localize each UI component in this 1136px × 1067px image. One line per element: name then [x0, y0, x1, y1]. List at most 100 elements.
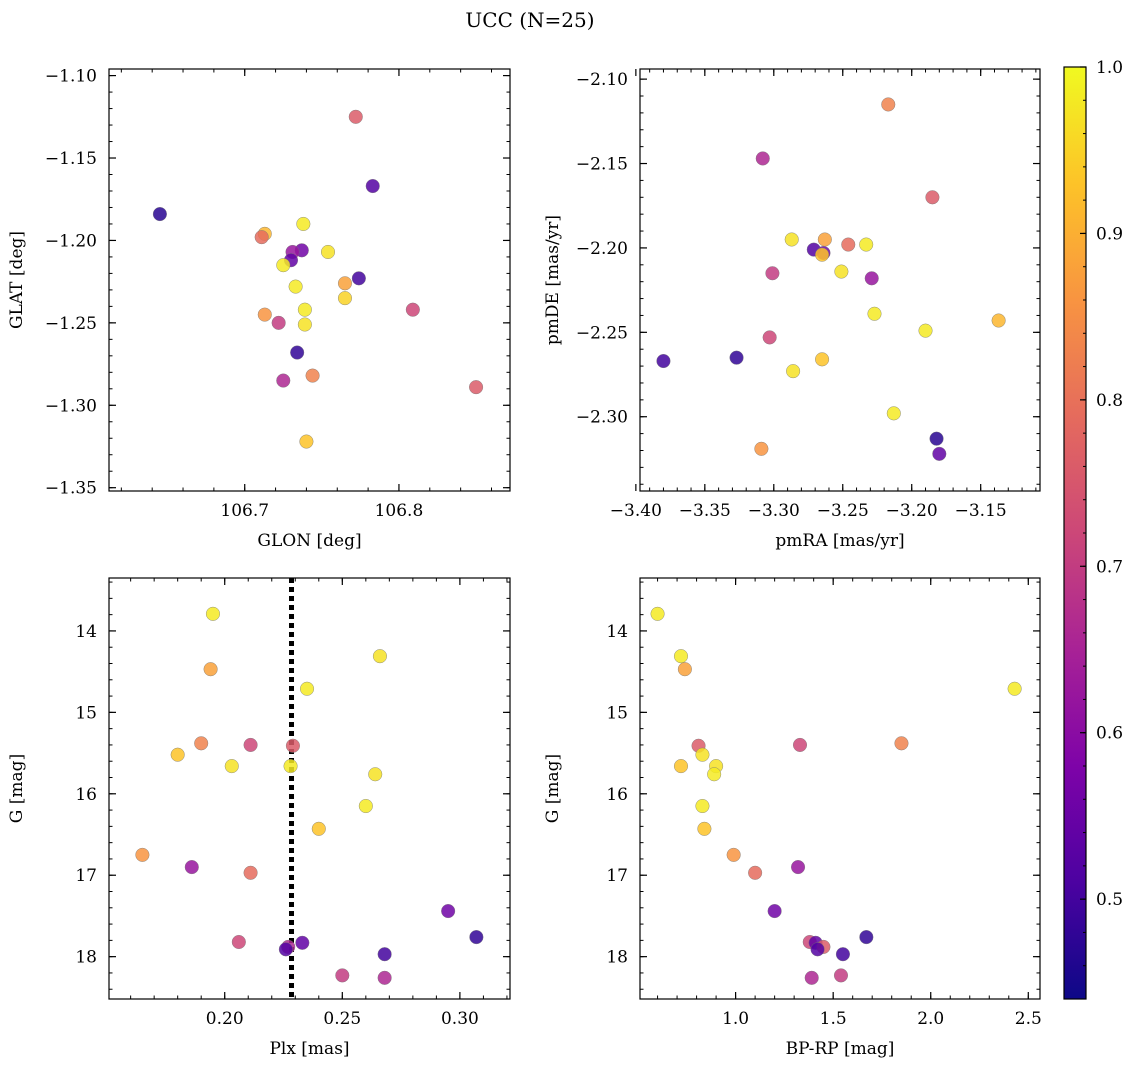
y-tick-label: −1.25 [45, 314, 97, 334]
data-point [707, 767, 722, 782]
data-point [203, 662, 218, 677]
data-point [243, 865, 258, 880]
data-point [784, 232, 799, 247]
data-point [368, 767, 383, 782]
y-tick-label: −2.20 [576, 239, 628, 259]
data-point [881, 97, 896, 112]
x-tick-label: 2.5 [1015, 1009, 1042, 1029]
data-point [276, 373, 291, 388]
axes-frame [108, 577, 511, 1000]
data-point [790, 860, 806, 875]
y-tick-label: −2.30 [576, 408, 628, 428]
x-axis-label: Plx [mas] [269, 1039, 349, 1059]
data-point [205, 606, 221, 621]
y-tick-label: 17 [75, 866, 97, 886]
colorbar: 0.5 0.6 0.7 0.8 0.9 1.0 [1063, 58, 1123, 1000]
x-axis-label: GLON [deg] [257, 531, 361, 551]
data-point [283, 759, 298, 774]
y-tick-label: −2.25 [576, 323, 628, 343]
data-point [991, 313, 1006, 328]
data-point [194, 736, 209, 751]
x-axis-label: BP-RP [mag] [786, 1039, 895, 1059]
data-point [833, 968, 849, 983]
data-point [299, 434, 314, 449]
data-point [754, 441, 769, 456]
data-point [290, 345, 305, 360]
panel-plx-g: 0.20 0.25 0.30 14 15 16 17 18 Plx [mas] G [mag] [7, 577, 511, 1059]
figure-title: UCC (N=25) [465, 8, 594, 32]
x-tick-label: −3.25 [817, 501, 869, 521]
data-point [695, 798, 710, 814]
data-point [810, 942, 825, 957]
y-tick-label: −1.15 [45, 149, 97, 169]
data-point [351, 271, 366, 286]
data-point [469, 930, 484, 945]
x-tick-label: −3.40 [610, 501, 662, 521]
y-axis-label: G [mag] [7, 754, 27, 823]
x-tick-label: 0.20 [206, 1009, 244, 1029]
data-point [257, 307, 272, 322]
data-point [365, 178, 380, 194]
colorbar-gradient [1063, 66, 1087, 1000]
x-tick-label: 106.8 [375, 501, 424, 521]
data-point [864, 271, 879, 286]
data-point [243, 737, 258, 752]
y-tick-label: −2.15 [576, 155, 628, 175]
colorbar-tick-label: 0.6 [1096, 724, 1123, 744]
colorbar-tick-label: 0.8 [1096, 391, 1123, 411]
y-tick-label: 15 [75, 703, 97, 723]
data-point [815, 352, 830, 367]
colorbar-tick-label: 0.7 [1096, 557, 1123, 577]
data-point [377, 947, 392, 962]
data-point [792, 737, 808, 752]
data-point [405, 302, 420, 317]
colorbar-tick-label: 1.0 [1096, 58, 1123, 78]
y-tick-label: 16 [606, 785, 628, 805]
data-point [254, 230, 269, 245]
y-tick-label: 15 [606, 703, 628, 723]
data-point [867, 306, 882, 321]
data-point [834, 264, 849, 279]
colorbar-tick-label: 0.9 [1096, 224, 1123, 244]
data-point [348, 109, 363, 124]
x-tick-label: 0.30 [441, 1009, 479, 1029]
y-axis-label: G [mag] [543, 754, 563, 823]
colorbar-tick-label: 0.5 [1096, 890, 1123, 910]
data-point [817, 232, 832, 247]
y-tick-label: −1.35 [45, 479, 97, 499]
data-point [841, 237, 856, 252]
data-point [656, 353, 671, 369]
data-point [170, 747, 185, 762]
data-point [650, 606, 665, 621]
data-point [469, 380, 484, 395]
data-point [276, 258, 291, 273]
x-tick-label: −3.20 [886, 501, 938, 521]
panel-bprp-g: 1.0 1.5 2.0 2.5 14 15 16 17 18 BP-RP [mag] G [mag] [543, 577, 1042, 1059]
data-point [231, 934, 246, 950]
panel-pmra-pmde: −3.40 −3.35 −3.30 −3.25 −3.20 −3.15 −2.30 −2.25… [543, 68, 1041, 551]
panel-glon-glat: 106.7 106.8 −1.35 −1.30 −1.25 −1.20 −1.15 −1.10… [7, 67, 511, 551]
data-point [677, 662, 692, 677]
data-point [762, 330, 777, 345]
data-point [859, 237, 874, 252]
data-point [748, 865, 763, 880]
data-point [918, 323, 933, 338]
y-tick-label: −2.10 [576, 70, 628, 90]
data-point [320, 244, 336, 260]
data-point [311, 821, 326, 836]
data-point [929, 431, 944, 446]
y-tick-label: −1.10 [45, 67, 97, 87]
axes-frame [639, 577, 1041, 1000]
data-point [184, 860, 199, 875]
data-point [152, 207, 167, 222]
y-tick-label: 18 [606, 948, 628, 968]
y-tick-label: 17 [606, 866, 628, 886]
data-point [695, 747, 710, 762]
data-point [295, 935, 310, 950]
x-tick-label: 2.0 [917, 1009, 944, 1029]
data-point [1007, 681, 1022, 696]
y-tick-label: 16 [75, 785, 97, 805]
data-point [804, 970, 819, 985]
data-point [925, 190, 940, 205]
